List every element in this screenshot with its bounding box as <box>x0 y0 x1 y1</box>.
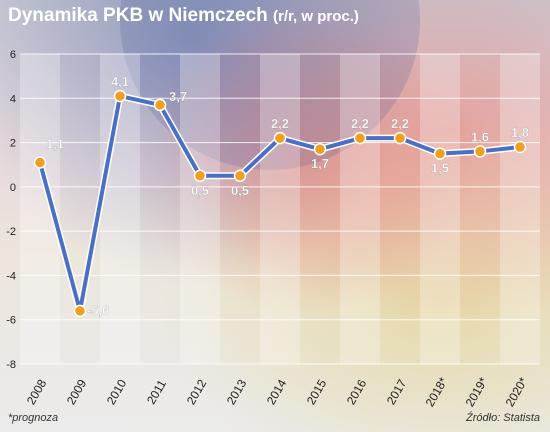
data-point <box>33 156 47 169</box>
y-tick-label: 4 <box>10 93 16 105</box>
data-point <box>473 145 487 158</box>
data-point <box>313 142 327 156</box>
y-tick-label: 6 <box>10 49 16 61</box>
data-label: 1,6 <box>471 129 489 144</box>
chart-title-main: Dynamika PKB w Niemczech <box>8 5 268 26</box>
chart-title: Dynamika PKB w Niemczech (r/r, w proc.) <box>8 5 359 27</box>
data-point <box>233 169 247 183</box>
y-tick-label: -8 <box>6 359 16 371</box>
data-point <box>193 169 207 183</box>
x-tick-label: 2018* <box>423 375 451 409</box>
x-tick-label: 2012 <box>184 377 210 407</box>
x-tick-label: 2015 <box>304 377 330 407</box>
data-label: 2,2 <box>391 116 409 131</box>
column-band <box>420 54 460 364</box>
y-tick-label: -6 <box>6 315 16 327</box>
data-point <box>273 131 287 145</box>
data-point <box>393 131 407 145</box>
data-point <box>513 140 527 154</box>
data-label: 0,5 <box>231 183 249 198</box>
column-band <box>180 54 220 364</box>
data-label: 1,1 <box>46 137 64 152</box>
x-tick-label: 2013 <box>224 377 250 407</box>
data-label: 1,5 <box>431 161 449 176</box>
data-point <box>113 89 127 103</box>
data-label: 0,5 <box>191 183 209 198</box>
x-tick-label: 2016 <box>344 377 370 407</box>
data-label: 2,2 <box>271 116 289 131</box>
y-tick-label: 2 <box>10 138 16 150</box>
chart-title-sub: (r/r, w proc.) <box>273 8 359 25</box>
data-point <box>353 131 367 145</box>
source-note: Źródło: Statista <box>466 412 540 424</box>
x-tick-label: 2020* <box>503 375 531 409</box>
data-label: 1,7 <box>311 156 329 171</box>
x-tick-label: 2019* <box>463 375 491 409</box>
y-tick-label: 0 <box>10 182 16 194</box>
x-tick-label: 2017 <box>384 377 410 407</box>
column-band <box>500 54 540 364</box>
x-tick-label: 2014 <box>264 377 290 407</box>
x-tick-label: 2008 <box>24 377 50 407</box>
x-tick-label: 2009 <box>64 377 90 407</box>
data-point <box>433 147 447 160</box>
y-tick-label: -2 <box>6 226 16 238</box>
column-band <box>340 54 380 364</box>
footnote: *prognoza <box>8 412 59 424</box>
data-label: 4,1 <box>111 74 129 89</box>
data-point <box>153 98 167 112</box>
data-point <box>73 304 87 318</box>
data-label: 1,8 <box>511 125 529 140</box>
y-tick-label: -4 <box>6 270 16 282</box>
x-tick-label: 2010 <box>104 377 130 407</box>
x-tick-label: 2011 <box>144 377 169 407</box>
data-label: 2,2 <box>351 116 369 131</box>
column-band <box>260 54 300 364</box>
data-label: -5,6 <box>87 303 109 318</box>
data-label: 3,7 <box>169 89 187 104</box>
